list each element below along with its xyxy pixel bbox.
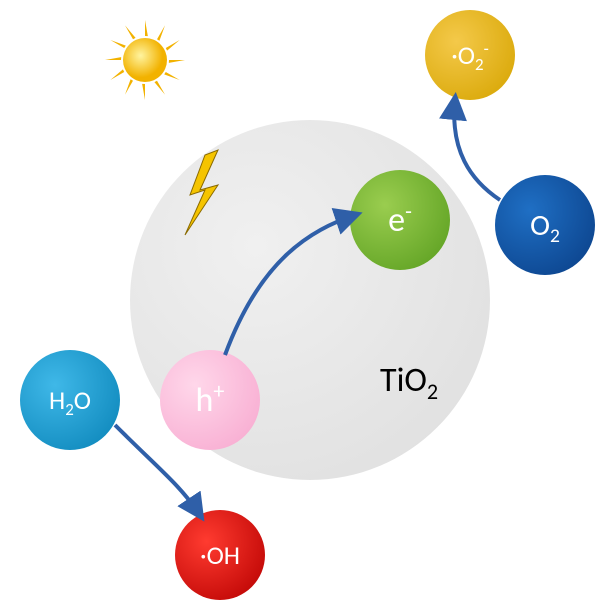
hole-label: h+ <box>196 380 225 421</box>
hole-node: h+ <box>160 350 260 450</box>
o2-label: O2 <box>530 207 560 244</box>
h2o-node: H2O <box>20 350 120 450</box>
arrow-o2-to-superoxide <box>454 100 500 200</box>
h2o-label: H2O <box>49 384 91 416</box>
superoxide-node: ·O2- <box>425 10 515 100</box>
oh-node: ·OH <box>175 510 265 600</box>
superoxide-label: ·O2- <box>451 39 489 71</box>
oh-label: ·OH <box>200 539 240 571</box>
electron-label: e- <box>388 200 412 241</box>
o2-node: O2 <box>495 175 595 275</box>
sun-icon <box>105 20 185 105</box>
electron-node: e- <box>350 170 450 270</box>
tio2-label: TiO2 <box>380 360 438 401</box>
